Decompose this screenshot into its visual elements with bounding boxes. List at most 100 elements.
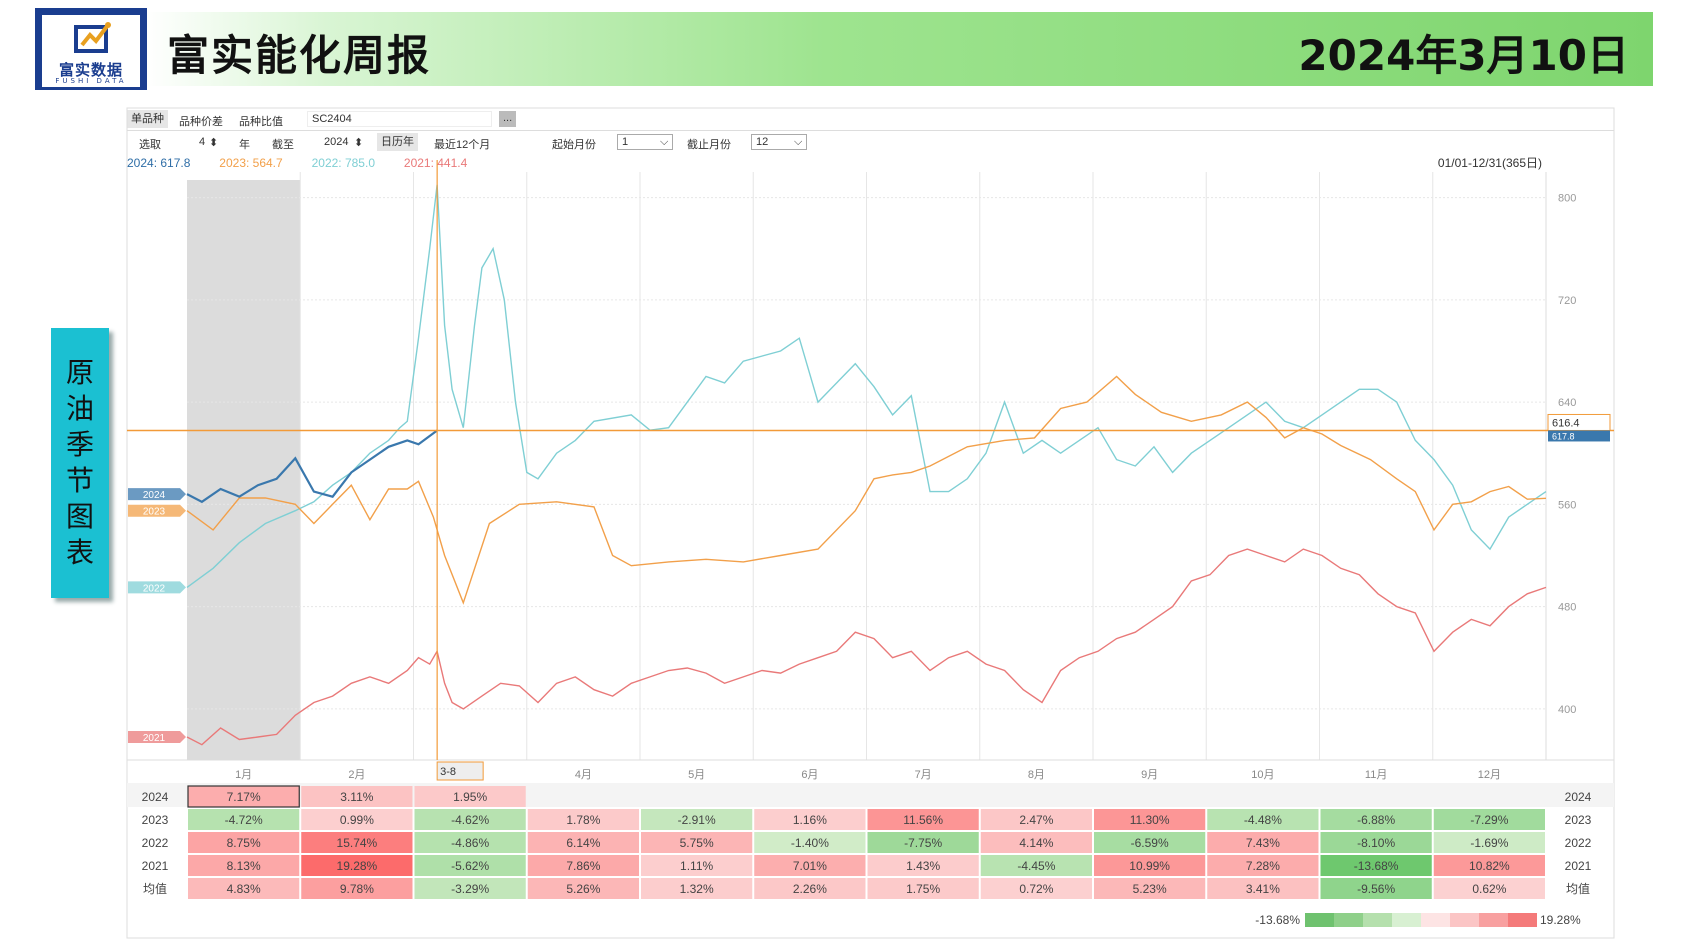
tab-product-spread[interactable]: 品种价差 bbox=[179, 116, 223, 128]
chevron-down-icon[interactable]: ⌵ bbox=[794, 136, 803, 148]
x-tick-label: 9月 bbox=[1141, 769, 1158, 781]
table-cell-value: 5.26% bbox=[566, 882, 600, 896]
table-cell-value: 3.41% bbox=[1246, 882, 1280, 896]
table-cell-value: -6.59% bbox=[1131, 836, 1169, 850]
table-cell bbox=[1207, 809, 1319, 830]
stepper-icon[interactable]: ⬍ bbox=[209, 137, 219, 149]
stepper-icon[interactable]: ⬍ bbox=[354, 137, 364, 149]
series-tag-2021 bbox=[128, 730, 186, 743]
table-cell-value: 15.74% bbox=[337, 836, 378, 850]
series-line-2021 bbox=[186, 548, 1547, 746]
table-cell-value: -4.48% bbox=[1244, 813, 1282, 827]
series-tag-label: 2022 bbox=[143, 583, 166, 594]
table-cell bbox=[1320, 855, 1432, 876]
table-cell bbox=[1320, 832, 1432, 853]
price-marker-box-2024 bbox=[1548, 430, 1610, 442]
side-label-char: 季 bbox=[65, 428, 94, 461]
table-cell bbox=[527, 855, 639, 876]
table-cell bbox=[754, 878, 866, 899]
table-row-label: 2024 bbox=[142, 790, 169, 804]
table-cell bbox=[1433, 878, 1545, 899]
tab-product-ratio[interactable]: 品种比值 bbox=[239, 116, 283, 128]
table-cell bbox=[1433, 809, 1545, 830]
title-banner bbox=[145, 12, 1653, 86]
tab-single-product[interactable]: 单品种 bbox=[127, 110, 168, 128]
table-cell-value: 19.28% bbox=[337, 859, 378, 873]
table-cell bbox=[1433, 855, 1545, 876]
x-tick-label: 6月 bbox=[801, 769, 818, 781]
table-cell bbox=[1433, 832, 1545, 853]
table-cell-value: 10.99% bbox=[1129, 859, 1170, 873]
table-cell-value: 5.75% bbox=[680, 836, 714, 850]
logo-subtext: FUSHI DATA bbox=[55, 77, 127, 85]
table-cell bbox=[641, 855, 753, 876]
table-cell-value: -6.88% bbox=[1357, 813, 1395, 827]
table-row-label: 2023 bbox=[142, 813, 169, 827]
start-month-select[interactable]: 1 bbox=[617, 134, 673, 150]
legend-item: 2022: 785.0 bbox=[312, 156, 376, 170]
table-cell-value: -1.69% bbox=[1470, 836, 1508, 850]
table-cell bbox=[301, 878, 413, 899]
table-cell bbox=[1320, 809, 1432, 830]
recent-12-months-button[interactable]: 最近12个月 bbox=[434, 139, 491, 151]
table-cell-value: -2.91% bbox=[678, 813, 716, 827]
report-title: 富实能化周报 bbox=[167, 31, 432, 80]
table-cell bbox=[188, 832, 300, 853]
legend-item: 2023: 564.7 bbox=[219, 156, 283, 170]
table-cell-value: 11.56% bbox=[903, 813, 943, 827]
table-cell bbox=[1207, 832, 1319, 853]
table-row-label-right: 2024 bbox=[1565, 790, 1592, 804]
highlight-region bbox=[187, 180, 301, 760]
chevron-down-icon[interactable]: ⌵ bbox=[660, 136, 669, 148]
table-cell bbox=[527, 878, 639, 899]
table-row-label: 2022 bbox=[142, 836, 169, 850]
toolbar-row-1: 单品种 品种价差 品种比值 SC2404 ... bbox=[127, 110, 1614, 131]
y-tick-label: 800 bbox=[1558, 193, 1576, 205]
legend-item: 2021: 441.4 bbox=[404, 156, 468, 170]
contract-input[interactable]: SC2404 bbox=[307, 111, 492, 127]
x-tick-label: 11月 bbox=[1365, 769, 1387, 781]
x-tick-label: 5月 bbox=[688, 769, 705, 781]
scale-min-label: -13.68% bbox=[1255, 913, 1300, 927]
calendar-year-button[interactable]: 日历年 bbox=[377, 133, 418, 151]
select-years-stepper[interactable]: 4 bbox=[199, 136, 206, 148]
until-year-stepper[interactable]: 2024 bbox=[324, 136, 349, 148]
side-label-char: 原 bbox=[65, 356, 94, 389]
scale-swatch bbox=[1479, 913, 1508, 927]
table-cell bbox=[301, 786, 413, 807]
table-cell-value: 8.13% bbox=[227, 859, 261, 873]
table-cell bbox=[301, 809, 413, 830]
table-cell bbox=[188, 786, 300, 807]
side-label-char: 油 bbox=[65, 392, 94, 425]
table-cell bbox=[867, 809, 979, 830]
header: 富实数据 FUSHI DATA 富实能化周报 2024年3月10日 bbox=[35, 8, 1653, 90]
series-line-2022 bbox=[186, 184, 1547, 588]
more-button[interactable]: ... bbox=[499, 111, 517, 127]
table-cell-value: 3.11% bbox=[340, 790, 373, 804]
table-cell bbox=[414, 832, 526, 853]
table-cell-value: 1.95% bbox=[453, 790, 487, 804]
table-row-label-right: 2023 bbox=[1565, 813, 1592, 827]
series-tag-label: 2023 bbox=[143, 507, 166, 518]
series-tag-2024 bbox=[128, 488, 186, 501]
table-cell bbox=[188, 878, 300, 899]
table-cell-value: 4.83% bbox=[227, 882, 261, 896]
x-tick-label: 12月 bbox=[1478, 769, 1501, 781]
table-cell-value: 7.28% bbox=[1246, 859, 1280, 873]
table-cell-value: 9.78% bbox=[340, 882, 374, 896]
table-cell-value: 1.16% bbox=[793, 813, 827, 827]
end-month-select[interactable]: 12 bbox=[751, 134, 807, 150]
series-line-2024 bbox=[186, 429, 438, 504]
table-cell bbox=[1320, 878, 1432, 899]
y-tick-label: 480 bbox=[1558, 602, 1576, 614]
report-date: 2024年3月10日 bbox=[1298, 31, 1629, 80]
table-cell-value: -4.86% bbox=[451, 836, 489, 850]
table-cell-value: 7.86% bbox=[566, 859, 600, 873]
scale-swatch bbox=[1450, 913, 1479, 927]
table-cell-value: 1.75% bbox=[906, 882, 940, 896]
scale-swatch bbox=[1508, 913, 1537, 927]
scale-swatch bbox=[1334, 913, 1363, 927]
table-cell-value: 8.75% bbox=[227, 836, 261, 850]
series-line-2023 bbox=[186, 375, 1547, 605]
